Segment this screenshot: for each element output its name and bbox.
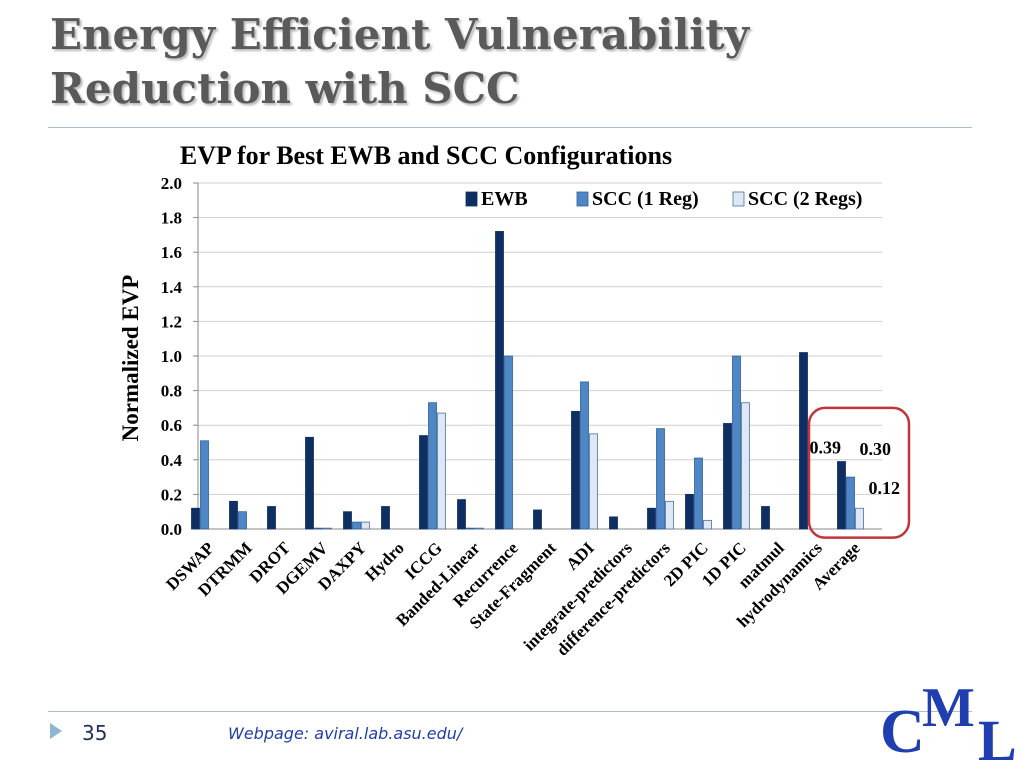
- bar-ewb: [761, 506, 770, 530]
- bar-ewb: [723, 423, 732, 530]
- value-annotations: 0.39 0.30 0.12: [810, 438, 901, 499]
- bar-scc-1-reg: [314, 527, 323, 530]
- y-axis-ticks: 0.0 0.2 0.4 0.6 0.8 1.0 1.2 1.4 1.6 1.8 2.0: [161, 174, 198, 539]
- logo-letter-l: L: [978, 708, 1017, 768]
- y-tick-label: 0.6: [161, 416, 182, 435]
- bar-ewb: [685, 493, 694, 530]
- y-tick-label: 0.2: [161, 485, 182, 504]
- evp-bar-chart: EVP for Best EWB and SCC Configurations …: [118, 141, 911, 660]
- bar-marks: [191, 231, 864, 530]
- value-annotation: 0.12: [869, 478, 901, 498]
- bar-scc-1-reg: [466, 527, 475, 530]
- gridlines: [197, 182, 882, 530]
- bar-ewb: [457, 499, 466, 530]
- y-tick-label: 0.0: [161, 520, 182, 539]
- bar-scc-1-reg: [200, 440, 209, 530]
- bar-ewb: [495, 231, 504, 530]
- bar-scc-2-regs: [323, 527, 332, 530]
- bar-scc-1-reg: [694, 457, 703, 530]
- legend-label: SCC (1 Reg): [592, 188, 699, 210]
- bar-scc-1-reg: [580, 381, 589, 530]
- footer-divider: [48, 711, 972, 712]
- slide-title-line-2: Reduction with SCC: [50, 64, 520, 113]
- value-annotation: 0.39: [810, 438, 842, 458]
- x-axis-labels: DSWAPDTRMMDROTDGEMVDAXPYHydroICCGBanded-…: [162, 538, 864, 660]
- bar-ewb: [267, 506, 276, 530]
- slide-title: Energy Efficient Vulnerability Reduction…: [50, 8, 950, 116]
- bar-ewb: [305, 436, 314, 530]
- bar-scc-2-regs: [741, 402, 750, 530]
- bar-ewb: [609, 516, 618, 530]
- bar-scc-2-regs: [665, 500, 674, 530]
- bar-scc-2-regs: [437, 412, 446, 530]
- legend-swatch: [465, 191, 478, 207]
- y-tick-label: 1.4: [161, 278, 183, 297]
- bar-scc-1-reg: [238, 511, 247, 530]
- x-category-label: Hydro: [361, 538, 408, 585]
- y-tick-label: 1.0: [161, 347, 182, 366]
- legend-swatch: [576, 191, 589, 207]
- bar-ewb: [533, 509, 542, 530]
- bar-ewb: [571, 410, 580, 530]
- bar-scc-1-reg: [732, 355, 741, 530]
- y-tick-label: 1.6: [161, 243, 182, 262]
- bar-ewb: [381, 506, 390, 530]
- legend-swatch: [732, 191, 745, 207]
- bar-ewb: [191, 507, 200, 530]
- bar-scc-1-reg: [656, 428, 665, 530]
- y-tick-label: 0.4: [161, 451, 183, 470]
- bar-ewb: [837, 461, 846, 530]
- cml-logo: C M L: [880, 677, 1017, 768]
- bar-ewb: [343, 511, 352, 530]
- bar-scc-1-reg: [504, 355, 513, 530]
- bar-scc-1-reg: [428, 402, 437, 530]
- slide-number: 35: [82, 721, 108, 745]
- bar-scc-1-reg: [846, 476, 855, 530]
- y-tick-label: 1.8: [161, 209, 182, 228]
- y-tick-label: 2.0: [161, 174, 182, 193]
- average-highlight-box: [807, 406, 911, 539]
- bar-scc-2-regs: [589, 433, 598, 530]
- title-divider: [48, 127, 972, 128]
- bullet-arrow-icon: [50, 723, 62, 739]
- bar-ewb: [229, 500, 238, 530]
- logo-letter-m: M: [922, 677, 975, 739]
- bar-scc-2-regs: [855, 507, 864, 530]
- bar-scc-2-regs: [475, 527, 484, 530]
- legend-label: SCC (2 Regs): [748, 188, 862, 210]
- bar-ewb: [647, 507, 656, 530]
- bar-ewb: [799, 352, 808, 530]
- bar-scc-2-regs: [703, 519, 712, 530]
- y-axis-label: Normalized EVP: [118, 275, 143, 442]
- bar-scc-1-reg: [352, 521, 361, 530]
- y-tick-label: 0.8: [161, 382, 182, 401]
- bar-ewb: [419, 435, 428, 530]
- chart-title: EVP for Best EWB and SCC Configurations: [180, 141, 672, 170]
- value-annotation: 0.30: [860, 439, 892, 459]
- webpage-link[interactable]: Webpage: aviral.lab.asu.edu/: [228, 724, 463, 743]
- legend-label: EWB: [481, 188, 528, 210]
- slide-title-line-1: Energy Efficient Vulnerability: [50, 10, 750, 59]
- logo-letter-c: C: [880, 698, 925, 766]
- y-tick-label: 1.2: [161, 312, 182, 331]
- bar-scc-2-regs: [361, 521, 370, 530]
- legend: EWB SCC (1 Reg) SCC (2 Regs): [465, 188, 862, 210]
